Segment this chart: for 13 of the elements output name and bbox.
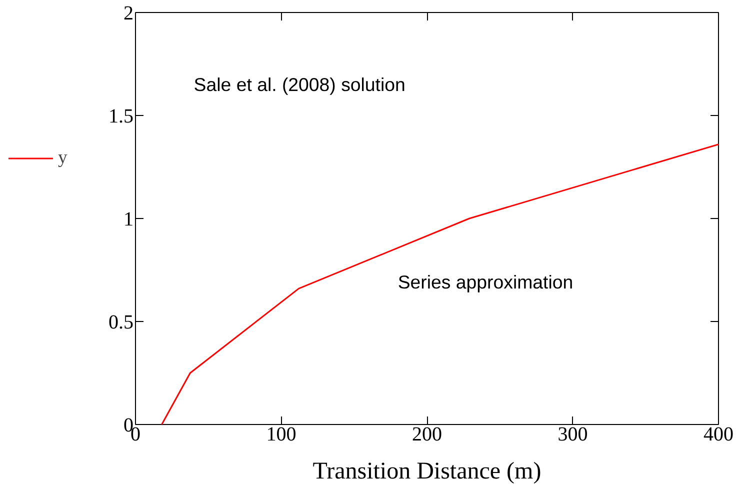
y-tick-label: 1.5 [108, 106, 134, 128]
x-tick-label: 300 [558, 424, 588, 446]
y-tick-label: 0.5 [108, 312, 134, 334]
x-axis-title: Transition Distance (m) [312, 458, 542, 484]
x-tick-label: 100 [266, 424, 296, 446]
line-series [160, 144, 718, 424]
annotation: Sale et al. (2008) solution [194, 74, 406, 95]
annotation: Series approximation [398, 272, 574, 293]
x-tick-label: 200 [412, 424, 442, 446]
y-tick-label: 1 [124, 208, 134, 230]
x-tick-label: 400 [704, 424, 734, 446]
y-tick-label: 2 [124, 2, 134, 24]
legend-label: y [58, 147, 68, 169]
